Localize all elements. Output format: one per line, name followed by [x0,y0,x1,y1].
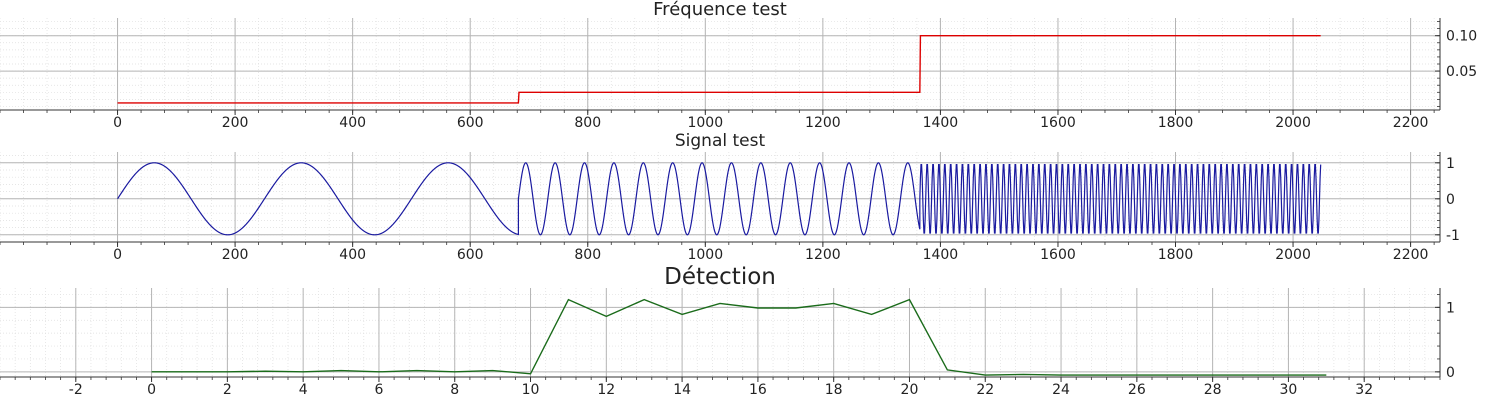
chart-panel-2: 0 200 400 600 800 1000 1200 1400 1600 1800 2000 220… [0,131,1460,263]
x-tick-label: 26 [1128,382,1146,398]
series-line [117,34,1321,104]
x-tick-label: -2 [69,382,83,398]
y-tick-label: 0.05 [1446,64,1477,80]
x-tick-label: 0 [113,247,122,263]
series-line [151,298,1327,376]
x-tick-label: 2000 [1275,247,1311,263]
x-tick-label: 200 [222,247,249,263]
chart-panel-1: 0 200 400 600 800 1000 1200 1400 1600 1800 2000 220… [0,0,1477,131]
x-tick-label: 1800 [1158,247,1194,263]
chart-title: Fréquence test [653,0,787,20]
x-tick-label: 600 [457,115,484,131]
y-tick-label: 1 [1446,300,1455,316]
x-tick-label: 2000 [1275,115,1311,131]
x-tick-label: 1000 [687,247,723,263]
x-tick-label: 2 [223,382,232,398]
x-tick-label: 28 [1204,382,1222,398]
x-tick-label: 22 [976,382,994,398]
chart-title: Détection [664,264,776,290]
x-tick-label: 1600 [1040,247,1076,263]
x-tick-label: 1200 [805,247,841,263]
y-tick-label: 1 [1446,156,1455,172]
x-tick-label: 400 [339,115,366,131]
x-tick-label: 8 [450,382,459,398]
y-tick-label: 0.10 [1446,29,1477,45]
x-tick-label: 0 [147,382,156,398]
x-tick-label: 800 [574,115,601,131]
x-tick-label: 1400 [923,115,959,131]
x-tick-label: 1000 [687,115,723,131]
x-tick-label: 800 [574,247,601,263]
x-tick-label: 10 [522,382,540,398]
series-line [117,162,1322,236]
x-tick-label: 400 [339,247,366,263]
x-tick-label: 18 [825,382,843,398]
x-tick-label: 2200 [1393,115,1429,131]
y-tick-label: -1 [1446,228,1460,244]
x-tick-label: 32 [1355,382,1373,398]
x-tick-label: 2200 [1393,247,1429,263]
x-tick-label: 6 [374,382,383,398]
x-tick-label: 24 [1052,382,1070,398]
chart-title: Signal test [675,131,766,151]
x-tick-label: 1200 [805,115,841,131]
x-tick-label: 30 [1280,382,1298,398]
x-tick-label: 1800 [1158,115,1194,131]
y-tick-label: 0 [1446,365,1455,381]
y-tick-label: 0 [1446,192,1455,208]
x-tick-label: 12 [597,382,615,398]
x-tick-label: 1600 [1040,115,1076,131]
x-tick-label: 16 [749,382,767,398]
x-tick-label: 4 [299,382,308,398]
x-tick-label: 0 [113,115,122,131]
x-tick-label: 1400 [923,247,959,263]
chart-panel-3: -2 0 2 4 6 8 10 12 14 16 18 20 22 24 26 28 30 3210Détecti… [0,264,1455,398]
x-tick-label: 200 [222,115,249,131]
x-tick-label: 14 [673,382,691,398]
x-tick-label: 20 [901,382,919,398]
x-tick-label: 600 [457,247,484,263]
